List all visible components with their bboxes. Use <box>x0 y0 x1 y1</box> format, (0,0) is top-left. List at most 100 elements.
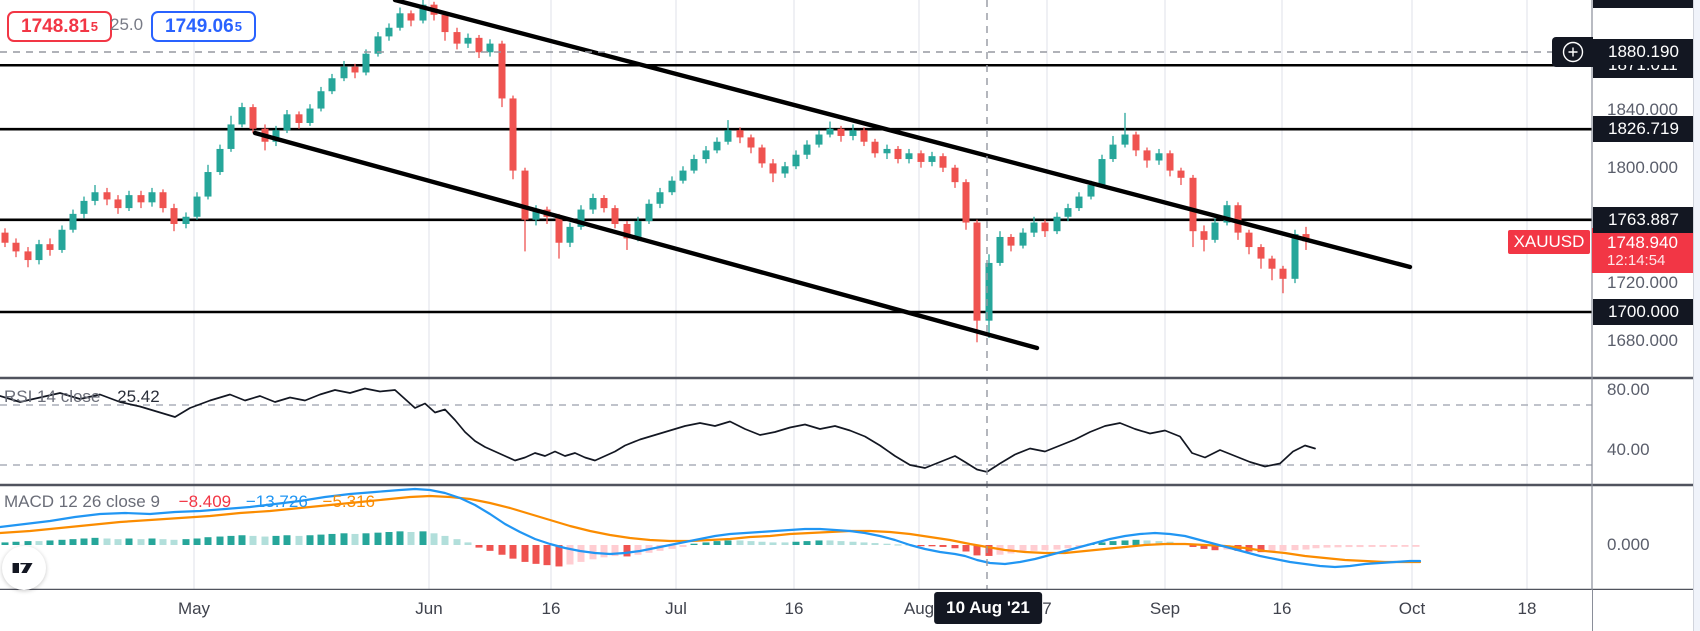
macd-histogram-bar <box>1312 545 1320 549</box>
candle-body <box>12 242 20 252</box>
candle-body <box>1143 150 1151 161</box>
macd-histogram-bar <box>351 533 359 545</box>
axis-tick-label: 40.00 <box>1607 440 1650 459</box>
macd-histogram-bar <box>724 540 732 545</box>
candle-body <box>1211 222 1219 240</box>
macd-histogram-bar <box>1007 545 1015 554</box>
macd-histogram-bar <box>962 545 970 552</box>
macd-histogram-bar <box>148 538 156 545</box>
candle-body <box>577 209 585 227</box>
time-tick-label: Sep <box>1149 599 1181 618</box>
time-tick-label: Aug <box>903 599 935 618</box>
macd-histogram-bar <box>623 545 631 557</box>
macd-histogram-bar <box>985 545 993 556</box>
macd-pane-legend[interactable]: MACD 12 26 close 9 −8.409 −13.726 −5.316 <box>4 492 375 512</box>
macd-histogram-bar <box>58 539 66 545</box>
macd-histogram-bar <box>430 533 438 545</box>
candle-body <box>883 148 891 154</box>
candle-body <box>1189 177 1197 232</box>
candle-body <box>600 198 608 209</box>
candle-body <box>35 244 43 261</box>
macd-histogram-bar <box>137 539 145 545</box>
macd-histogram-bar <box>1412 545 1420 547</box>
candle-body <box>826 128 834 135</box>
candle-body <box>905 153 913 160</box>
candle-body <box>996 236 1004 263</box>
macd-histogram-bar <box>532 545 540 564</box>
macd-histogram-bar <box>1345 545 1353 548</box>
candle-body <box>283 114 291 131</box>
trendline[interactable] <box>252 130 1040 351</box>
macd-histogram-bar <box>973 545 981 556</box>
rsi-pane-legend[interactable]: RSI 14 close 25.42 <box>4 387 160 407</box>
macd-histogram-bar <box>1075 545 1083 547</box>
macd-hist-value: −8.409 <box>178 492 232 511</box>
add-alert-plus-button[interactable] <box>1552 37 1593 67</box>
candle-body <box>1019 232 1027 246</box>
candle-body <box>103 192 111 200</box>
candle-body <box>1007 236 1015 246</box>
candle-body <box>1245 232 1253 248</box>
candle-body <box>894 148 902 160</box>
macd-histogram-bar <box>103 538 111 545</box>
candle-body <box>871 141 879 154</box>
candle-body <box>611 208 619 224</box>
bid-price-button[interactable]: 1748.81 5 <box>7 11 112 42</box>
macd-histogram-bar <box>1268 545 1276 552</box>
scrollbar-strip[interactable] <box>1693 0 1700 631</box>
axis-corner-divider <box>1592 590 1593 631</box>
candle-body <box>58 229 66 250</box>
macd-histogram-bar <box>1189 545 1197 547</box>
macd-histogram-bar <box>261 536 269 545</box>
macd-histogram-bar <box>182 539 190 545</box>
candle-body <box>1200 231 1208 240</box>
candle-body <box>758 147 766 164</box>
macd-histogram-bar <box>80 538 88 545</box>
price-scale-label: 1826.719 <box>1593 116 1693 142</box>
macd-histogram-bar <box>1064 545 1072 549</box>
candle-body <box>781 166 789 174</box>
crosshair-date-text: 10 Aug '21 <box>946 598 1030 617</box>
axis-tick-label: 80.00 <box>1607 380 1650 399</box>
time-tick-label: 16 <box>541 599 561 618</box>
macd-histogram-bar <box>1356 545 1364 548</box>
candle-body <box>747 137 755 148</box>
macd-histogram-bar <box>1132 539 1140 545</box>
candle-body <box>69 213 77 230</box>
macd-histogram-bar <box>951 545 959 549</box>
candle-body <box>1257 247 1265 259</box>
candle-body <box>1121 134 1129 145</box>
macd-histogram-bar <box>1279 545 1287 551</box>
macd-histogram-bar <box>1053 545 1061 550</box>
candle-body <box>962 182 970 223</box>
candle-body <box>860 130 868 142</box>
macd-histogram-bar <box>521 545 529 562</box>
candle-body <box>724 130 732 142</box>
axis-tick-label: 1680.000 <box>1607 331 1678 350</box>
macd-histogram-bar <box>815 540 823 545</box>
macd-histogram-bar <box>1019 545 1027 553</box>
macd-histogram-bar <box>600 545 608 558</box>
spread-value: 25.0 <box>110 15 144 34</box>
macd-histogram-bar <box>543 545 551 566</box>
macd-histogram-bar <box>1379 545 1387 547</box>
ask-price-button[interactable]: 1749.06 5 <box>151 11 256 42</box>
time-axis[interactable]: May Jun 16 Jul 16 Aug 7 Sep 16 Oct 18 10 Aug '21 <box>0 590 1700 631</box>
price-scale-label: 1919.928 <box>1593 0 1693 8</box>
candle-body <box>690 159 698 171</box>
macd-histogram-bar <box>238 535 246 545</box>
axis-tick-label: 1800.000 <box>1607 158 1678 177</box>
macd-histogram-bar <box>1334 545 1342 548</box>
symbol-badge[interactable]: XAUUSD <box>1508 230 1590 254</box>
candle-body <box>1053 216 1061 232</box>
tradingview-logo[interactable] <box>2 546 46 590</box>
macd-histogram-bar <box>114 539 122 545</box>
macd-histogram-bar <box>894 544 902 546</box>
trendline[interactable] <box>392 0 1413 270</box>
candle-body <box>362 53 370 73</box>
candle-body <box>1132 134 1140 151</box>
axis-tick-label: 1720.000 <box>1607 273 1678 292</box>
macd-histogram-bar <box>1143 540 1151 545</box>
macd-title: MACD 12 26 close 9 <box>4 492 160 511</box>
